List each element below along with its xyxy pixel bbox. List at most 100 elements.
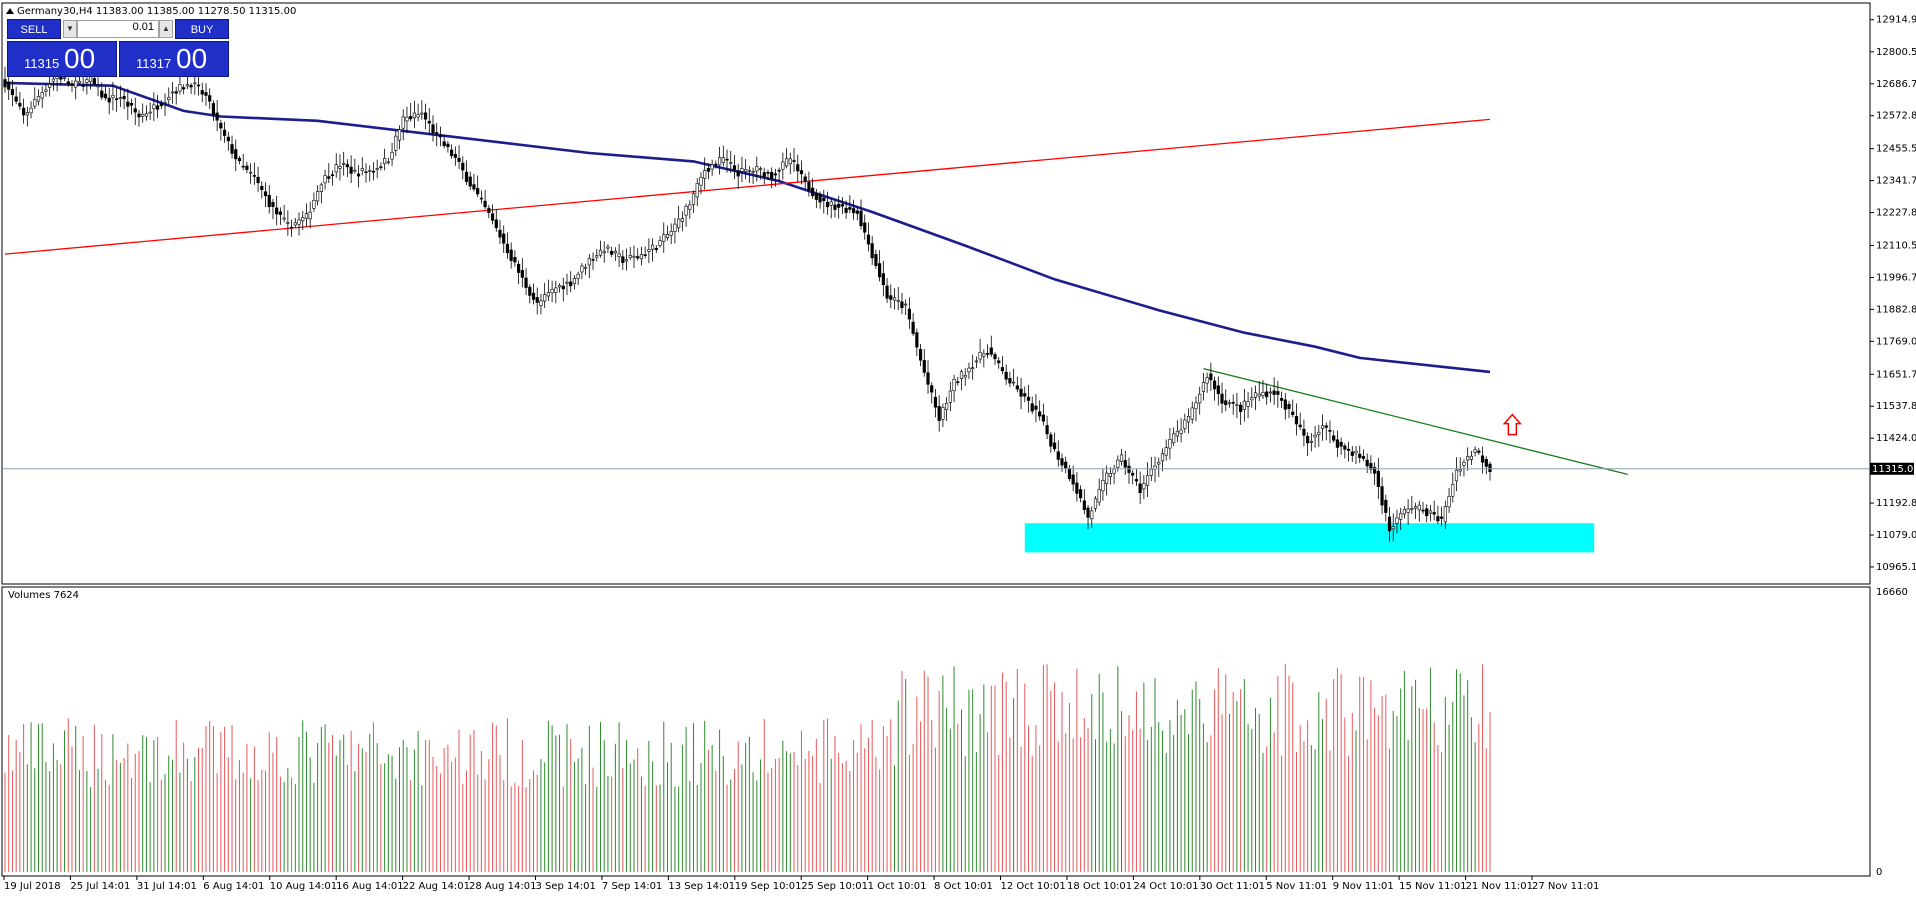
candle-body bbox=[1302, 428, 1306, 436]
candle-body bbox=[1268, 391, 1273, 394]
candle-body bbox=[375, 168, 379, 170]
candle-body bbox=[427, 120, 431, 124]
current-price-tag bbox=[1870, 462, 1914, 475]
candle-body bbox=[89, 76, 93, 82]
collapse-icon[interactable] bbox=[6, 8, 14, 14]
candle-body bbox=[1462, 462, 1466, 466]
candle-body bbox=[1298, 424, 1302, 428]
sell-button[interactable]: SELL bbox=[7, 19, 61, 39]
candles bbox=[3, 64, 1492, 542]
candle-body bbox=[1380, 486, 1384, 506]
candle-body bbox=[814, 193, 818, 200]
candle-body bbox=[1373, 467, 1377, 474]
candle-body bbox=[196, 84, 201, 87]
time-tick-label: 15 Nov 11:01 bbox=[1399, 881, 1466, 892]
candle-body bbox=[1488, 463, 1492, 472]
candle-body bbox=[159, 103, 163, 107]
candle-body bbox=[1026, 396, 1031, 401]
sell-price-small: 11315 bbox=[24, 56, 60, 71]
candle-body bbox=[710, 164, 714, 170]
price-tick-label: 12455.55 bbox=[1876, 144, 1916, 155]
price-tick-label: 11882.85 bbox=[1876, 304, 1916, 315]
candle-body bbox=[167, 97, 171, 101]
candle-body bbox=[662, 234, 666, 242]
candle-body bbox=[602, 251, 606, 254]
candle-body bbox=[334, 164, 338, 173]
candle-body bbox=[249, 171, 253, 174]
candle-body bbox=[1157, 462, 1161, 465]
candle-body bbox=[732, 165, 737, 170]
candle-body bbox=[725, 158, 729, 161]
candle-body bbox=[1056, 451, 1060, 460]
candle-body bbox=[926, 372, 930, 385]
candle-body bbox=[371, 170, 376, 173]
candle-body bbox=[457, 157, 461, 162]
candle-body bbox=[1469, 455, 1473, 460]
candle-body bbox=[137, 113, 141, 118]
candle-body bbox=[740, 168, 744, 172]
candle-body bbox=[561, 285, 565, 290]
volume-tick-label: 0 bbox=[1876, 867, 1882, 878]
buy-button[interactable]: BUY bbox=[175, 19, 229, 39]
candle-body bbox=[33, 99, 37, 107]
candle-body bbox=[1417, 504, 1421, 511]
time-tick-label: 31 Jul 14:01 bbox=[137, 881, 197, 892]
buy-price-button[interactable]: 11317 00 bbox=[119, 41, 229, 77]
candle-body bbox=[271, 202, 275, 207]
candle-body bbox=[677, 218, 681, 229]
price-tick-label: 12686.70 bbox=[1876, 79, 1916, 90]
time-tick-label: 28 Aug 14:01 bbox=[469, 881, 536, 892]
price-tick-label: 11769.00 bbox=[1876, 336, 1916, 347]
sell-price-big: 00 bbox=[64, 43, 96, 74]
symbol-line: Germany30,H4 11383.00 11385.00 11278.50 … bbox=[17, 6, 296, 17]
candle-body bbox=[438, 134, 443, 138]
candle-body bbox=[896, 300, 900, 302]
candle-body bbox=[971, 367, 975, 369]
candle-body bbox=[29, 107, 33, 114]
candle-body bbox=[963, 374, 967, 378]
lot-increase-button[interactable]: ▲ bbox=[159, 20, 173, 38]
candle-body bbox=[1060, 458, 1064, 466]
candle-body bbox=[1324, 425, 1328, 428]
buy-price-small: 11317 bbox=[136, 56, 172, 71]
candle-body bbox=[758, 168, 763, 170]
candle-body bbox=[1350, 451, 1354, 456]
red-trendline bbox=[4, 118, 1491, 255]
candle-body bbox=[1406, 508, 1410, 513]
candle-body bbox=[1220, 393, 1224, 404]
candle-body bbox=[312, 199, 316, 209]
candle-body bbox=[933, 396, 938, 408]
candle-body bbox=[1023, 393, 1027, 397]
price-pane-frame bbox=[1, 2, 1871, 585]
candle-body bbox=[1015, 385, 1019, 390]
candle-body bbox=[799, 170, 804, 175]
candle-body bbox=[1335, 439, 1340, 448]
volume-bars bbox=[4, 663, 1491, 872]
time-tick-label: 18 Oct 10:01 bbox=[1067, 881, 1132, 892]
candle-body bbox=[10, 89, 15, 96]
candle-body bbox=[1212, 380, 1217, 390]
candle-body bbox=[762, 172, 766, 178]
candle-body bbox=[580, 265, 584, 273]
candle-body bbox=[565, 281, 569, 284]
candle-body bbox=[1354, 450, 1358, 454]
candle-body bbox=[956, 381, 960, 384]
candle-body bbox=[152, 104, 156, 110]
sell-price-button[interactable]: 11315 00 bbox=[7, 41, 117, 77]
candle-body bbox=[263, 191, 268, 197]
lot-decrease-button[interactable]: ▼ bbox=[63, 20, 77, 38]
candle-body bbox=[1369, 463, 1373, 470]
candle-body bbox=[1339, 441, 1343, 447]
candle-body bbox=[476, 188, 480, 195]
lot-size-input[interactable]: 0.01 bbox=[77, 20, 159, 38]
candle-body bbox=[569, 281, 573, 287]
candle-body bbox=[92, 78, 96, 85]
current-price-label: 11315.00 bbox=[1872, 464, 1916, 475]
time-tick-label: 3 Sep 14:01 bbox=[535, 881, 595, 892]
support-zone-rect bbox=[1024, 523, 1595, 553]
price-tick-label: 12572.85 bbox=[1876, 111, 1916, 122]
candle-body bbox=[900, 301, 904, 309]
candle-body bbox=[818, 194, 822, 203]
candle-body bbox=[539, 300, 543, 306]
